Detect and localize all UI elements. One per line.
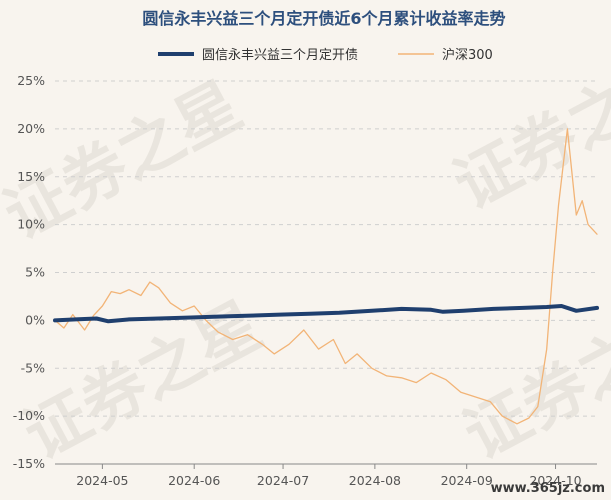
x-tick-label: 2024-10 [529,473,581,488]
y-tick-label: 0% [25,312,45,327]
watermark-text-4: 证券之星 [453,289,611,475]
series-line-index [54,128,598,425]
y-tick-label: -15% [13,456,45,471]
y-tick-label: 15% [17,169,45,184]
y-tick-label: 25% [17,73,45,88]
watermark-text-3: 证券之星 [443,39,611,225]
chart-title: 圆信永丰兴益三个月定开债近6个月累计收益率走势 [142,9,505,28]
y-tick-label: -5% [21,360,45,375]
y-axis-ticks: -15% -10% -5% 0% 5% 10% 15% 20% 25% [13,73,45,471]
x-tick-label: 2024-06 [168,473,220,488]
series-line-fund [53,304,599,324]
y-tick-label: 5% [25,265,45,280]
grid-lines [55,80,597,417]
x-tick-label: 2024-08 [349,473,401,488]
y-tick-label: 10% [17,217,45,232]
watermark-url: www.365jz.com [491,481,605,496]
legend-label-fund: 圆信永丰兴益三个月定开债 [202,48,358,63]
series-lines [53,128,599,425]
y-tick-label: -10% [13,408,45,423]
y-tick-label: 20% [17,121,45,136]
x-tick-label: 2024-05 [76,473,128,488]
x-tick-label: 2024-09 [441,473,493,488]
x-axis-ticks: 2024-05 2024-06 2024-07 2024-08 2024-09 2024-… [76,464,582,488]
legend-label-index: 沪深300 [442,47,493,63]
watermark: 证券之星 证券之星 证券之星 证券之星 [0,39,611,475]
legend: 圆信永丰兴益三个月定开债 沪深300 [158,47,493,63]
x-tick-label: 2024-07 [257,473,309,488]
